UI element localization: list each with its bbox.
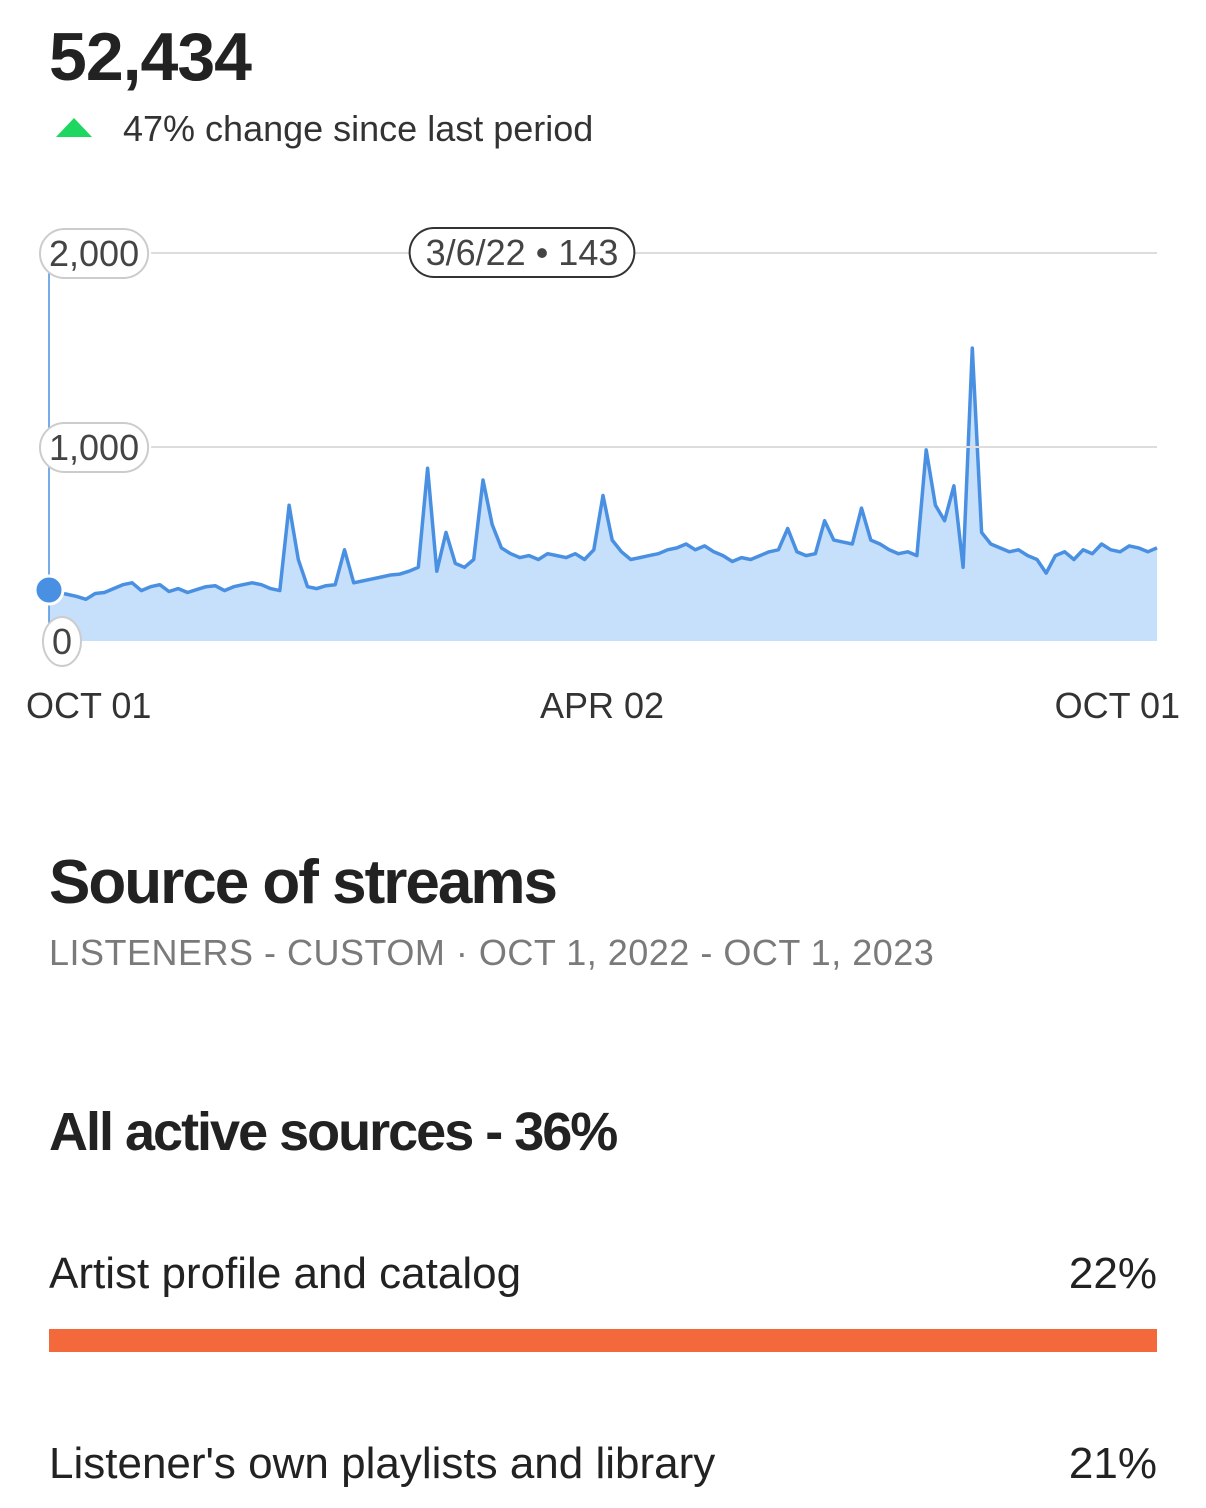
tooltip-text: 3/6/22 • 143 <box>426 232 619 273</box>
source-label: Listener's own playlists and library <box>49 1439 715 1488</box>
y-tick-label: 0 <box>52 621 72 662</box>
source-bar <box>49 1329 1157 1352</box>
source-label: Artist profile and catalog <box>49 1249 521 1298</box>
x-tick-label: OCT 01 <box>26 685 151 726</box>
source-rows: Artist profile and catalog 22% Listener's … <box>49 1249 1157 1488</box>
y-tick-label: 1,000 <box>49 427 139 468</box>
group-title: All active sources - 36% <box>49 1102 617 1162</box>
total-value: 52,434 <box>49 19 252 95</box>
label-pill <box>41 616 83 667</box>
label-pill <box>39 228 150 279</box>
x-tick-label: OCT 01 <box>1055 685 1180 726</box>
section-subtitle: LISTENERS - CUSTOM · OCT 1, 2022 - OCT 1… <box>49 932 934 973</box>
label-pill <box>408 227 636 278</box>
source-value: 21% <box>1069 1439 1157 1488</box>
section-title: Source of streams <box>49 848 556 917</box>
label-pill <box>39 422 150 473</box>
up-arrow <box>56 118 92 137</box>
area <box>49 348 1157 641</box>
source-value: 22% <box>1069 1249 1157 1298</box>
y-tick-label: 2,000 <box>49 233 139 274</box>
x-tick-label: APR 02 <box>540 685 664 726</box>
change-text: 47% change since last period <box>123 108 593 149</box>
line <box>48 346 1158 602</box>
hover-point <box>33 574 65 606</box>
chart: 0 1,000 2,000 3/6/22 • 143 OCT 01 APR 02 OCT 0… <box>26 227 1180 726</box>
